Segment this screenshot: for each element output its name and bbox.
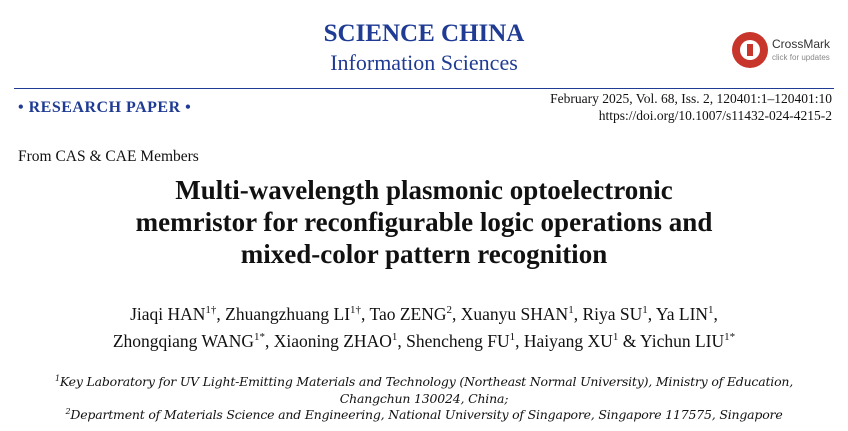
author-separator: , bbox=[397, 331, 402, 351]
category: From CAS & CAE Members bbox=[18, 148, 199, 165]
affiliation-line: 1Key Laboratory for UV Light-Emitting Ma… bbox=[0, 374, 848, 389]
author-name: Haiyang XU bbox=[523, 331, 613, 351]
author-affiliation-mark: 1 bbox=[642, 304, 648, 317]
author-line: Zhongqiang WANG1*, Xiaoning ZHAO1, Shenc… bbox=[0, 331, 848, 352]
author-separator: , bbox=[713, 304, 718, 324]
affiliation-mark: 2 bbox=[65, 407, 71, 416]
header-rule bbox=[14, 88, 834, 89]
author-name: Shencheng FU bbox=[406, 331, 510, 351]
author-separator: , bbox=[361, 304, 366, 324]
citation-issue: February 2025, Vol. 68, Iss. 2, 120401:1… bbox=[550, 91, 832, 106]
affiliation-mark: 1 bbox=[54, 374, 60, 383]
crossmark-icon-mark bbox=[747, 44, 753, 56]
author: Tao ZENG2, bbox=[369, 304, 460, 324]
affiliation-line: 2Department of Materials Science and Eng… bbox=[0, 407, 848, 422]
author-affiliation-mark: 1 bbox=[568, 304, 574, 317]
citation-doi[interactable]: https://doi.org/10.1007/s11432-024-4215-… bbox=[598, 108, 832, 123]
author-affiliation-mark: 1 bbox=[509, 331, 516, 344]
crossmark-label[interactable]: CrossMark bbox=[772, 37, 831, 51]
author: Haiyang XU1 & bbox=[524, 331, 640, 351]
author-line: Jiaqi HAN1†, Zhuangzhuang LI1†, Tao ZENG… bbox=[0, 304, 848, 325]
title-line: mixed-color pattern recognition bbox=[240, 239, 608, 269]
author-name: Ya LIN bbox=[655, 304, 709, 324]
author-name: Jiaqi HAN bbox=[130, 304, 206, 324]
crossmark-sub[interactable]: click for updates bbox=[772, 53, 830, 62]
crossmark-badge[interactable] bbox=[730, 30, 840, 74]
journal-name: SCIENCE CHINA bbox=[323, 20, 525, 47]
title-line: memristor for reconfigurable logic opera… bbox=[135, 207, 713, 237]
author-name: Xiaoning ZHAO bbox=[273, 331, 392, 351]
section-label: • RESEARCH PAPER • bbox=[18, 99, 192, 116]
author: Zhongqiang WANG1*, bbox=[113, 331, 274, 351]
author-affiliation-mark: 1 bbox=[391, 331, 398, 344]
author-separator: & bbox=[618, 331, 637, 351]
author-separator: , bbox=[452, 304, 457, 324]
author: Shencheng FU1, bbox=[406, 331, 524, 351]
affiliation-text: Changchun 130024, China; bbox=[339, 390, 509, 406]
author-affiliation-mark: 1† bbox=[350, 304, 362, 317]
affiliation-line: Changchun 130024, China; bbox=[0, 391, 848, 406]
author: Xiaoning ZHAO1, bbox=[274, 331, 406, 351]
author-affiliation-mark: 1 bbox=[612, 331, 619, 344]
author: Zhuangzhuang LI1†, bbox=[225, 304, 369, 324]
author-separator: , bbox=[264, 331, 270, 351]
author: Yichun LIU1* bbox=[640, 331, 735, 351]
author-affiliation-mark: 1 bbox=[708, 304, 714, 317]
author-separator: , bbox=[573, 304, 579, 324]
affiliation-text: Key Laboratory for UV Light-Emitting Mat… bbox=[59, 374, 794, 390]
journal-subtitle: Information Sciences bbox=[330, 50, 518, 75]
author-name: Riya SU bbox=[582, 304, 643, 324]
author-affiliation-mark: 1† bbox=[205, 304, 217, 317]
author-affiliation-mark: 1* bbox=[724, 331, 736, 344]
author: Xuanyu SHAN1, bbox=[461, 304, 583, 324]
author-separator: , bbox=[647, 304, 653, 324]
title-line: Multi-wavelength plasmonic optoelectroni… bbox=[175, 175, 673, 205]
author: Riya SU1, bbox=[582, 304, 655, 324]
author-name: Xuanyu SHAN bbox=[460, 304, 569, 324]
author: Jiaqi HAN1†, bbox=[130, 304, 225, 324]
author-separator: , bbox=[515, 331, 520, 351]
author-separator: , bbox=[216, 304, 221, 324]
author-affiliation-mark: 1* bbox=[253, 331, 265, 344]
author-affiliation-mark: 2 bbox=[446, 304, 453, 317]
author-name: Yichun LIU bbox=[640, 331, 725, 351]
author-name: Tao ZENG bbox=[369, 304, 447, 324]
affiliation-text: Department of Materials Science and Engi… bbox=[70, 407, 783, 423]
author-name: Zhuangzhuang LI bbox=[225, 304, 351, 324]
author: Ya LIN1, bbox=[656, 304, 718, 324]
author-name: Zhongqiang WANG bbox=[112, 331, 254, 351]
